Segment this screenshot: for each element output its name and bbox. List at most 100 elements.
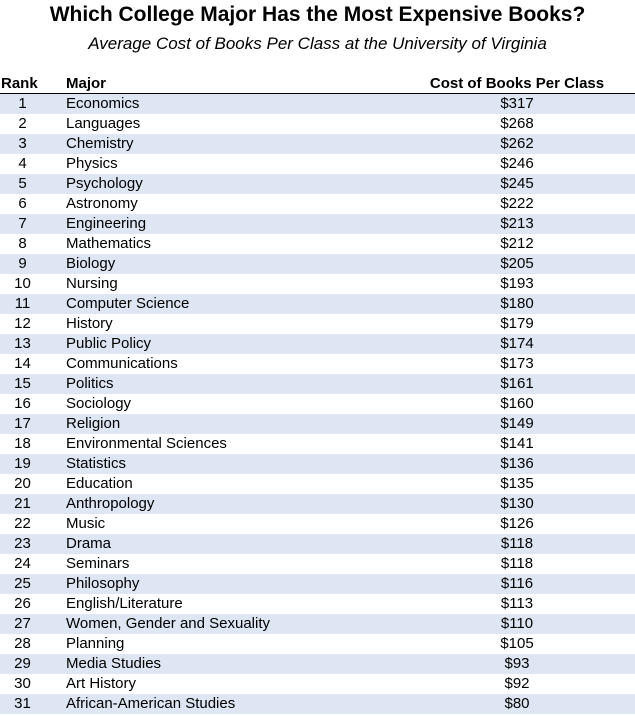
major-cell: Media Studies [45, 654, 411, 674]
rank-cell: 9 [0, 254, 45, 274]
table-row: 17 Religion $149 [0, 414, 635, 434]
books-cost-table: Rank Major Cost of Books Per Class 1 Econ… [0, 73, 635, 714]
rank-cell: 2 [18, 115, 27, 132]
cost-cell: $136 [411, 454, 635, 474]
rank-cell: 14 [14, 355, 31, 372]
rank-cell: 17 [0, 414, 45, 434]
rank-cell: 27 [0, 614, 45, 634]
rank-cell: 30 [14, 675, 31, 692]
major-cell: History [66, 315, 113, 332]
table-row: 23 Drama $118 [0, 534, 635, 554]
cost-cell: $173 [500, 355, 534, 372]
cost-cell: $174 [411, 334, 635, 354]
cost-cell: $110 [411, 614, 635, 634]
rank-cell: 25 [0, 574, 45, 594]
cost-cell: $262 [411, 134, 635, 154]
rank-cell: 24 [14, 555, 31, 572]
rank-cell: 15 [0, 374, 45, 394]
table-row: 6 Astronomy $222 [0, 194, 635, 214]
cost-cell: $160 [500, 395, 534, 412]
major-cell: Physics [66, 155, 118, 172]
table-header-row: Rank Major Cost of Books Per Class [0, 73, 635, 94]
rank-cell: 11 [0, 294, 45, 314]
cost-cell: $149 [411, 414, 635, 434]
cost-cell: $193 [500, 275, 534, 292]
table-row: 25 Philosophy $116 [0, 574, 635, 594]
rank-column-header: Rank [0, 73, 45, 94]
cost-cell: $213 [411, 214, 635, 234]
cost-column-header: Cost of Books Per Class [411, 73, 635, 94]
major-cell: Psychology [45, 174, 411, 194]
major-cell: Chemistry [45, 134, 411, 154]
table-row: 11 Computer Science $180 [0, 294, 635, 314]
major-cell: Languages [66, 115, 141, 132]
rank-cell: 3 [0, 134, 45, 154]
cost-cell: $222 [500, 195, 534, 212]
cost-cell: $179 [500, 315, 534, 332]
major-cell: Biology [45, 254, 411, 274]
major-cell: Statistics [45, 454, 411, 474]
major-cell: Mathematics [66, 235, 152, 252]
table-row: 9 Biology $205 [0, 254, 635, 274]
rank-cell: 21 [0, 494, 45, 514]
table-row: 26 English/Literature $113 [0, 594, 635, 614]
table-row: 7 Engineering $213 [0, 214, 635, 234]
rank-cell: 31 [0, 694, 45, 714]
major-cell: Anthropology [45, 494, 411, 514]
major-cell: Communications [66, 355, 178, 372]
major-cell: Engineering [45, 214, 411, 234]
major-column-header: Major [45, 73, 411, 94]
major-cell: Economics [45, 93, 411, 114]
rank-cell: 18 [14, 435, 31, 452]
rank-cell: 28 [14, 635, 31, 652]
cost-cell: $268 [500, 115, 534, 132]
cost-cell: $93 [411, 654, 635, 674]
table-row: 22 Music $126 [0, 514, 635, 534]
major-cell: Politics [45, 374, 411, 394]
table-row: 30 Art History $92 [0, 674, 635, 694]
major-cell: Education [66, 475, 133, 492]
rank-cell: 5 [0, 174, 45, 194]
table-row: 12 History $179 [0, 314, 635, 334]
table-row: 21 Anthropology $130 [0, 494, 635, 514]
major-cell: Environmental Sciences [66, 435, 227, 452]
table-row: 28 Planning $105 [0, 634, 635, 654]
cost-cell: $116 [411, 574, 635, 594]
rank-cell: 22 [14, 515, 31, 532]
table-row: 14 Communications $173 [0, 354, 635, 374]
rank-cell: 6 [18, 195, 27, 212]
major-cell: Nursing [66, 275, 118, 292]
cost-cell: $212 [500, 235, 534, 252]
table-row: 19 Statistics $136 [0, 454, 635, 474]
table-row: 1 Economics $317 [0, 93, 635, 114]
table-body: 1 Economics $317 2 Languages $268 3 Chemistry $2… [0, 93, 635, 714]
cost-cell: $246 [500, 155, 534, 172]
cost-cell: $92 [504, 675, 530, 692]
rank-cell: 23 [0, 534, 45, 554]
chart-title: Which College Major Has the Most Expensi… [49, 3, 586, 26]
table-row: 31 African-American Studies $80 [0, 694, 635, 714]
table-row: 2 Languages $268 [0, 114, 635, 134]
rank-cell: 8 [18, 235, 27, 252]
table-row: 8 Mathematics $212 [0, 234, 635, 254]
major-cell: Computer Science [45, 294, 411, 314]
major-cell: Women, Gender and Sexuality [45, 614, 411, 634]
rank-cell: 12 [14, 315, 31, 332]
table-row: 15 Politics $161 [0, 374, 635, 394]
table-row: 3 Chemistry $262 [0, 134, 635, 154]
cost-cell: $113 [500, 595, 534, 612]
major-cell: Drama [45, 534, 411, 554]
major-cell: Astronomy [66, 195, 138, 212]
major-cell: Art History [66, 675, 137, 692]
table-row: 27 Women, Gender and Sexuality $110 [0, 614, 635, 634]
cost-cell: $135 [500, 475, 534, 492]
table-row: 5 Psychology $245 [0, 174, 635, 194]
table-row: 20 Education $135 [0, 474, 635, 494]
table-row: 13 Public Policy $174 [0, 334, 635, 354]
rank-cell: 10 [14, 275, 31, 292]
rank-cell: 7 [0, 214, 45, 234]
major-cell: Public Policy [45, 334, 411, 354]
rank-cell: 4 [18, 155, 27, 172]
cost-cell: $126 [500, 515, 534, 532]
cost-cell: $118 [500, 555, 534, 572]
